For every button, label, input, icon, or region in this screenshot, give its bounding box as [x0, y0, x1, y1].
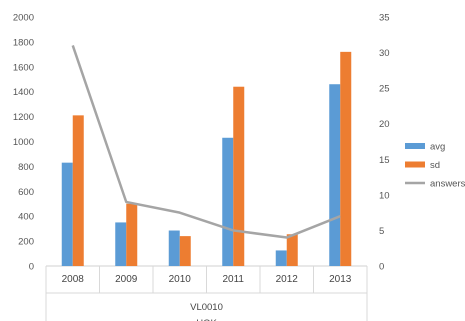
bar-sd — [233, 86, 245, 266]
bar-avg — [329, 84, 341, 266]
y-left-tick-label: 0 — [29, 262, 34, 273]
x-group-label: VL0010 — [190, 302, 223, 313]
x-tick-label: 2012 — [276, 274, 299, 285]
y-left-tick-label: 1800 — [13, 37, 34, 48]
y-left-tick-label: 1400 — [13, 87, 34, 98]
legend-label-answers: answers — [430, 179, 465, 190]
x-group-label: HOK — [196, 318, 217, 321]
y-left-tick-label: 800 — [18, 162, 34, 173]
line-answers — [71, 45, 341, 239]
x-tick-label: 2010 — [169, 274, 192, 285]
legend-label-sd: sd — [430, 160, 440, 171]
y-right-tick-label: 25 — [379, 84, 390, 95]
y-right-tick-label: 10 — [379, 190, 390, 201]
y-right-tick-label: 30 — [379, 48, 390, 59]
line-series-group — [71, 45, 341, 239]
y-left-tick-label: 600 — [18, 187, 34, 198]
y-right-tick-label: 35 — [379, 13, 390, 24]
y-left-tick-label: 2000 — [13, 13, 34, 24]
bar-avg — [168, 230, 180, 266]
y-left-tick-label: 200 — [18, 237, 34, 248]
y-right-tick-label: 5 — [379, 226, 384, 237]
x-tick-label: 2008 — [62, 274, 85, 285]
bar-sd — [179, 236, 191, 266]
y-left-tick-label: 1200 — [13, 112, 34, 123]
bar-avg — [275, 250, 287, 266]
y-right-tick-label: 15 — [379, 155, 390, 166]
bar-sd — [72, 115, 84, 266]
legend-swatch-avg — [405, 143, 425, 149]
bar-avg — [222, 137, 234, 266]
bar-avg — [61, 162, 73, 266]
bar-sd — [286, 234, 298, 266]
y-right-tick-label: 0 — [379, 262, 384, 273]
y-left-tick-label: 1600 — [13, 62, 34, 73]
legend-swatch-sd — [405, 161, 425, 168]
bar-series-group — [61, 51, 352, 266]
bar-sd — [340, 51, 352, 266]
bar-sd — [126, 203, 138, 266]
y-left-tick-label: 1000 — [13, 137, 34, 148]
chart-legend: avg sd answers — [405, 142, 465, 190]
chart-axes: 0 200 400 600 800 1000 1200 1400 1600 1800 2000 0 5 1… — [13, 13, 390, 321]
x-tick-label: 2011 — [222, 274, 244, 285]
legend-label-avg: avg — [430, 142, 445, 153]
y-left-tick-label: 400 — [18, 212, 34, 223]
x-tick-label: 2013 — [329, 274, 352, 285]
y-right-tick-label: 20 — [379, 119, 390, 130]
bar-avg — [115, 222, 127, 266]
x-tick-label: 2009 — [115, 274, 138, 285]
